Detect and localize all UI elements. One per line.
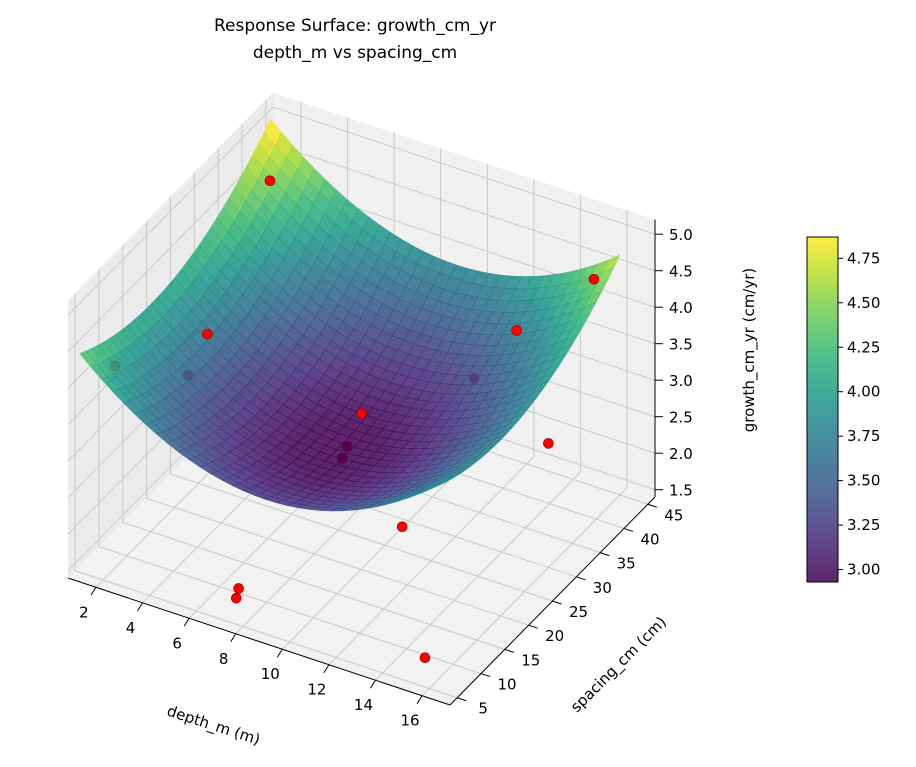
data-point — [264, 175, 276, 187]
colorbar-tick-label: 3.25 — [847, 516, 880, 534]
x-tick-label: 8 — [219, 650, 229, 668]
y-tick — [552, 600, 562, 605]
x-tick — [230, 633, 237, 643]
x-tick-label: 14 — [354, 696, 373, 714]
y-tick — [600, 552, 610, 557]
z-tick-label: 3.5 — [669, 336, 693, 354]
colorbar-tick-label: 4.75 — [847, 249, 880, 267]
data-point — [396, 521, 408, 533]
x-tick-label: 2 — [79, 603, 89, 621]
z-tick-label: 1.5 — [669, 482, 693, 500]
x-tick — [137, 602, 143, 612]
z-tick-label: 5.0 — [669, 226, 693, 244]
data-point — [419, 652, 431, 664]
gridline-y — [146, 497, 529, 626]
y-tick-label: 10 — [497, 676, 516, 694]
x-tick — [416, 695, 423, 704]
gridline-y — [98, 546, 482, 675]
y-tick — [480, 673, 491, 678]
chart-subtitle: depth_m vs spacing_cm — [253, 43, 457, 63]
surface-patch — [418, 486, 436, 495]
x-tick-label: 12 — [307, 681, 326, 699]
data-point — [356, 408, 367, 419]
y-tick-label: 25 — [569, 603, 588, 621]
x-tick-label: 6 — [172, 634, 182, 652]
z-axis-label: growth_cm_yr (cm/yr) — [740, 268, 759, 433]
data-point — [233, 583, 244, 594]
colorbar-tick-label: 3.00 — [847, 561, 880, 579]
y-tick-label: 35 — [617, 555, 636, 573]
x-tick-label: 4 — [126, 619, 136, 637]
colorbar-tick-label: 4.00 — [847, 383, 880, 401]
x-tick — [90, 587, 97, 596]
z-tick-label: 2.5 — [669, 409, 693, 427]
colorbar-tick-label: 4.50 — [847, 294, 880, 312]
y-tick-label: 5 — [478, 700, 488, 718]
y-tick — [623, 527, 634, 532]
z-tick-label: 3.0 — [669, 372, 693, 390]
gridline-z — [272, 106, 656, 235]
z-tick-label: 4.5 — [669, 263, 693, 281]
y-tick — [528, 624, 538, 629]
y-axis-label: spacing_cm (cm) — [567, 613, 671, 717]
gridline-z — [67, 106, 274, 316]
data-point — [202, 328, 213, 340]
colorbar-tick-label: 3.50 — [847, 472, 880, 490]
data-point — [588, 274, 600, 285]
data-point — [511, 325, 522, 336]
gridline-y — [170, 473, 553, 602]
y-tick-label: 40 — [640, 530, 659, 548]
gridline-z — [272, 143, 656, 272]
y-tick-label: 45 — [664, 506, 683, 524]
z-tick-label: 2.0 — [669, 445, 693, 463]
z-tick-label: 4.0 — [669, 299, 693, 317]
x-tick — [323, 664, 330, 673]
chart-title: Response Surface: growth_cm_yr — [214, 16, 496, 36]
y-tick-label: 15 — [521, 651, 540, 669]
gridline-y — [122, 521, 505, 650]
y-tick — [504, 648, 514, 653]
x-tick — [370, 679, 376, 689]
y-tick — [456, 697, 467, 702]
data-point — [543, 438, 554, 449]
colorbar-tick-label: 4.25 — [847, 338, 880, 356]
colorbar — [806, 236, 839, 583]
colorbar-tick-label: 3.75 — [847, 427, 880, 445]
gridline-y — [74, 570, 458, 699]
x-tick — [183, 618, 190, 627]
y-tick — [576, 576, 586, 581]
x-tick-label: 16 — [401, 712, 420, 730]
x-tick — [276, 648, 283, 658]
x-tick-label: 10 — [261, 665, 280, 683]
y-tick — [647, 503, 658, 508]
y-tick-label: 20 — [545, 627, 564, 645]
x-axis-line — [67, 577, 451, 706]
x-axis-label: depth_m (m) — [164, 702, 262, 750]
gridline-z — [67, 143, 274, 353]
y-tick-label: 30 — [593, 579, 612, 597]
data-point — [230, 592, 242, 604]
